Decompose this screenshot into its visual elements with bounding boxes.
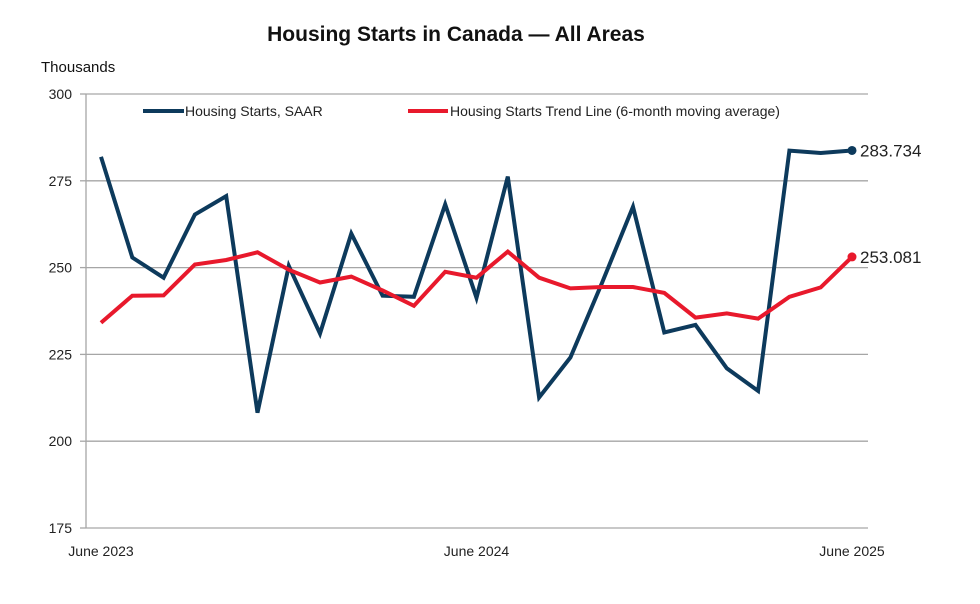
legend-label-trend: Housing Starts Trend Line (6-month movin… bbox=[450, 103, 780, 119]
x-tick-label: June 2023 bbox=[68, 543, 134, 559]
y-tick-label: 200 bbox=[49, 433, 73, 449]
x-tick-label: June 2024 bbox=[444, 543, 510, 559]
y-axis-label: Thousands bbox=[41, 59, 115, 76]
end-value-label: 283.734 bbox=[860, 141, 921, 160]
gridlines bbox=[80, 93, 868, 529]
x-tick-label: June 2025 bbox=[819, 543, 885, 559]
y-tick-labels: 175 200 225 250 275 300 bbox=[49, 86, 73, 536]
y-tick-label: 225 bbox=[49, 346, 73, 362]
series-line-1 bbox=[99, 248, 854, 325]
y-tick-label: 300 bbox=[49, 86, 73, 102]
legend: Housing Starts, SAAR Housing Starts Tren… bbox=[143, 103, 780, 119]
y-tick-label: 275 bbox=[49, 173, 73, 189]
chart-title: Housing Starts in Canada — All Areas bbox=[267, 23, 645, 46]
data-point bbox=[847, 252, 857, 262]
end-value-label: 253.081 bbox=[860, 248, 921, 267]
x-tick-labels: June 2023 June 2024 June 2025 bbox=[68, 543, 885, 559]
series-line-0 bbox=[99, 148, 853, 414]
series-lines: 283.734 253.081 bbox=[99, 141, 921, 414]
y-tick-label: 250 bbox=[49, 260, 73, 276]
legend-label-saar: Housing Starts, SAAR bbox=[185, 103, 323, 119]
y-tick-label: 175 bbox=[49, 520, 73, 536]
data-point bbox=[847, 145, 857, 155]
